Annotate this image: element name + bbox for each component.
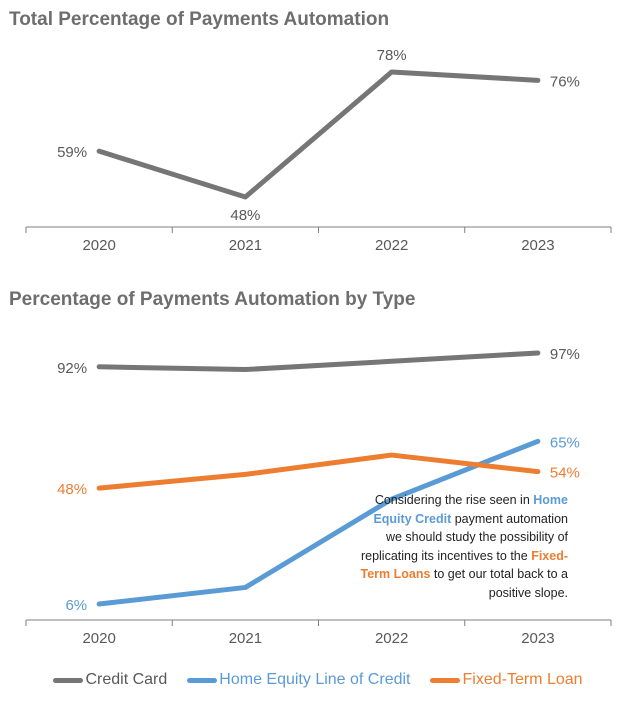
chart2-data-label-fixed-term: 54% xyxy=(550,465,580,482)
chart2-annotation: Considering the rise seen in Home Equity… xyxy=(360,491,568,602)
chart1-tick-label: 2021 xyxy=(229,237,262,254)
chart2-series-line-fixed-term xyxy=(96,452,541,491)
legend-label-fixed-term: Fixed-Term Loan xyxy=(462,671,583,688)
chart2-data-label-home-equity: 6% xyxy=(65,597,87,614)
chart2-legend: Credit Card Home Equity Line of Credit F… xyxy=(0,671,636,689)
chart2-tick-label: 2022 xyxy=(375,630,408,647)
annotation-highlight-fixed-term: Fixed-Term Loans xyxy=(360,548,568,582)
chart1-tick-label: 2022 xyxy=(375,237,408,254)
legend-label-credit-card: Credit Card xyxy=(85,671,168,688)
annotation-text-1: Considering the rise seen in xyxy=(374,493,534,507)
chart1-tick-label: 2020 xyxy=(82,237,115,254)
legend-swatch-home-equity xyxy=(187,677,218,683)
legend-label-home-equity: Home Equity Line of Credit xyxy=(219,671,411,688)
chart2-data-label-credit-card: 97% xyxy=(550,346,580,363)
chart2-tick-label: 2020 xyxy=(82,630,115,647)
chart1-tick-label: 2023 xyxy=(521,237,554,254)
chart1-data-label: 48% xyxy=(230,207,260,224)
chart2-title: Percentage of Payments Automation by Typ… xyxy=(9,289,416,310)
chart1-series-line-total xyxy=(96,69,541,200)
chart2-series-line-home-equity xyxy=(96,438,541,607)
legend-item-credit-card: Credit Card xyxy=(53,671,167,689)
legend-item-home-equity: Home Equity Line of Credit xyxy=(187,671,410,689)
chart1-data-label: 78% xyxy=(377,47,407,64)
chart2-tick-label: 2023 xyxy=(521,630,554,647)
chart1-data-label: 76% xyxy=(550,73,580,90)
legend-item-fixed-term: Fixed-Term Loan xyxy=(430,671,583,689)
annotation-highlight-home-equity: Home Equity Credit xyxy=(373,493,568,526)
chart2-series-line-credit-card xyxy=(96,350,541,373)
legend-swatch-credit-card xyxy=(53,677,84,683)
annotation-text-2: payment automation we should study the p… xyxy=(360,511,568,563)
annotation-text-3: to get our total back to a positive slop… xyxy=(430,567,568,600)
chart1-title: Total Percentage of Payments Automation xyxy=(9,9,390,30)
chart2-data-label-credit-card: 92% xyxy=(57,360,87,377)
chart2-data-label-fixed-term: 48% xyxy=(57,481,87,498)
chart2-tick-label: 2021 xyxy=(229,630,262,647)
legend-swatch-fixed-term xyxy=(430,677,461,683)
chart2-data-label-home-equity: 65% xyxy=(550,434,580,451)
chart1-data-label: 59% xyxy=(57,144,87,161)
